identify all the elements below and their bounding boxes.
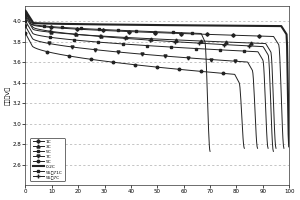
7C [214,59,217,61]
55剆71C [111,29,115,31]
7C [256,147,259,150]
5C [266,147,270,150]
1C [164,32,167,34]
55剆7C [158,40,161,42]
55剆7C [171,40,175,43]
1C [282,147,286,150]
9C [142,65,146,67]
0.2C [149,24,152,26]
9C [128,63,131,65]
55剆71C [112,29,116,31]
Line: 9C: 9C [24,32,246,150]
Legend: 1C, 3C, 5C, 7C, 9C, 0.2C, 55剆71C, 55剆7C: 1C, 3C, 5C, 7C, 9C, 0.2C, 55剆71C, 55剆7C [30,138,64,181]
7C [162,55,165,57]
1C [148,31,152,34]
5C [139,44,142,46]
9C [203,71,207,73]
Line: 7C: 7C [24,25,259,150]
5C [140,44,144,46]
Line: 55剆71C: 55剆71C [24,10,211,153]
7C [135,53,139,55]
1C [24,12,27,14]
55剆7C [227,44,230,46]
9C [237,81,241,84]
Line: 0.2C: 0.2C [26,11,289,146]
0.2C [151,24,154,26]
55剆71C [204,48,207,50]
3C [173,39,176,41]
55剆71C [124,29,127,32]
Line: 3C: 3C [24,15,278,150]
0.2C [167,24,170,26]
55剆7C [24,14,27,16]
1C [146,31,150,34]
0.2C [281,27,285,30]
55剆71C [175,31,178,34]
Line: 5C: 5C [24,20,269,150]
3C [229,41,232,43]
9C [129,63,133,65]
Line: 55剆7C: 55剆7C [24,13,275,153]
9C [243,147,246,150]
0.2C [240,25,243,27]
7C [134,52,137,55]
0.2C [287,145,291,147]
55剆71C [24,11,27,13]
5C [155,45,158,47]
Y-axis label: 电压（V）: 电压（V） [6,86,11,105]
1C [178,32,181,35]
55剆7C [143,39,146,41]
5C [168,46,172,48]
7C [24,25,27,27]
5C [260,58,264,60]
3C [159,38,163,40]
55剆71C [208,150,212,153]
5C [24,20,27,22]
5C [223,49,226,51]
Line: 1C: 1C [24,11,285,150]
55剆7C [266,53,269,55]
9C [24,32,27,34]
7C [250,69,254,71]
3C [274,147,278,150]
0.2C [24,9,27,12]
1C [276,42,280,44]
55剆71C [134,30,137,32]
3C [144,37,148,40]
9C [154,66,158,68]
7C [149,54,153,56]
1C [236,34,239,37]
3C [268,49,272,52]
3C [24,16,27,18]
55剆7C [141,38,145,41]
55剆7C [272,150,275,153]
0.2C [181,24,184,26]
3C [143,37,146,40]
